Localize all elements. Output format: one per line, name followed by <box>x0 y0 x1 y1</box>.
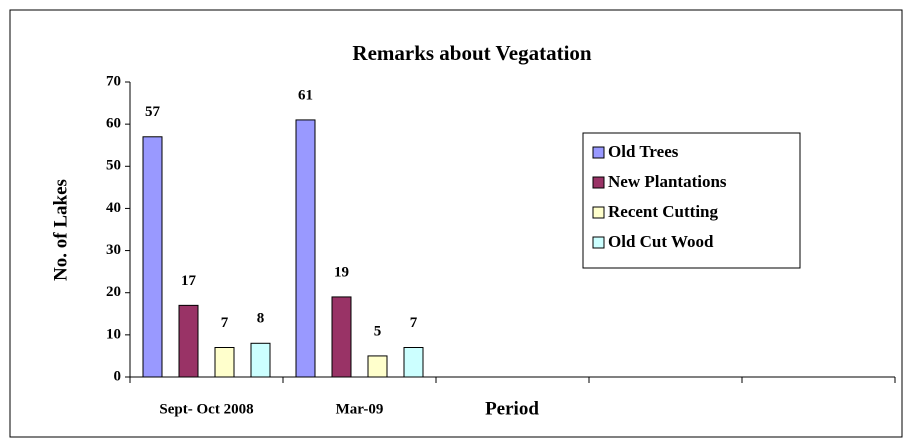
y-tick-label: 70 <box>106 73 121 89</box>
value-label: 19 <box>334 264 349 280</box>
y-tick-label: 20 <box>106 284 121 300</box>
legend-label: Old Trees <box>608 142 679 161</box>
legend-swatch <box>592 176 605 189</box>
bar <box>178 304 199 378</box>
legend-box <box>582 132 801 269</box>
bar <box>250 342 271 378</box>
value-label: 8 <box>257 311 265 327</box>
x-tick-label: Sept- Oct 2008 <box>159 401 253 417</box>
x-tick-label: Mar-09 <box>336 401 384 417</box>
y-tick-label: 30 <box>106 242 121 258</box>
legend-label: Old Cut Wood <box>608 232 714 251</box>
y-tick-label: 60 <box>106 116 121 132</box>
value-label: 7 <box>221 315 229 331</box>
bar <box>214 347 235 378</box>
value-label: 57 <box>145 104 161 120</box>
legend-swatch <box>592 146 605 159</box>
bar <box>331 296 352 378</box>
bar <box>367 355 388 378</box>
y-tick-label: 0 <box>114 368 122 384</box>
x-axis-label: Period <box>485 398 539 419</box>
legend-label: Recent Cutting <box>608 202 719 221</box>
value-label: 17 <box>181 273 197 289</box>
bar <box>142 136 163 378</box>
y-tick-label: 10 <box>106 326 121 342</box>
legend-label: New Plantations <box>608 172 727 191</box>
legend-swatch <box>592 206 605 219</box>
bar <box>403 347 424 378</box>
value-label: 7 <box>410 315 418 331</box>
chart-title: Remarks about Vegatation <box>352 41 592 65</box>
value-label: 61 <box>298 87 313 103</box>
y-tick-label: 50 <box>106 158 121 174</box>
bar <box>295 119 316 378</box>
y-tick-label: 40 <box>106 200 121 216</box>
y-axis-label: No. of Lakes <box>50 179 71 281</box>
value-label: 5 <box>374 323 382 339</box>
legend-swatch <box>592 236 605 249</box>
